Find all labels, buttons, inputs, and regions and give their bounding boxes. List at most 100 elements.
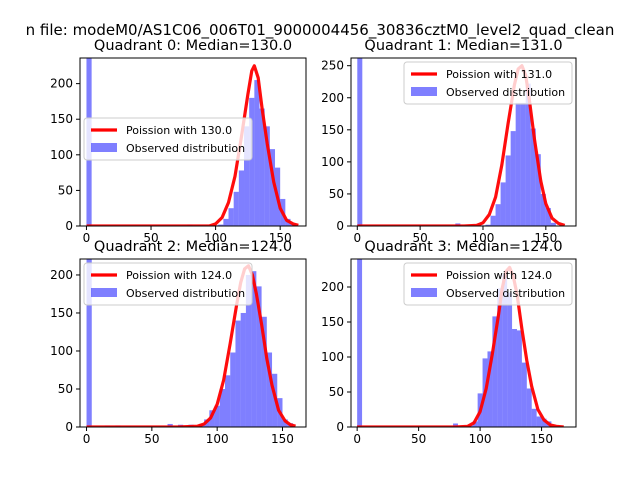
histogram-bar (228, 208, 234, 226)
plot-marks (357, 259, 564, 427)
legend-observed-swatch (91, 288, 117, 297)
legend-fit-label: Poission with 131.0 (446, 68, 552, 81)
histogram-bar (502, 274, 508, 427)
histogram-bar (492, 316, 498, 427)
histogram-bar (264, 126, 270, 226)
legend-observed-label: Observed distribution (126, 142, 245, 155)
legend: Poission with 124.0 Observed distribution (403, 262, 573, 306)
x-tick-label: 100 (472, 231, 495, 245)
y-tick-label: 0 (65, 420, 73, 434)
histogram-bar (497, 288, 503, 427)
histogram-bar (235, 320, 241, 427)
y-tick-label: 0 (65, 219, 73, 233)
y-tick-label: 50 (58, 183, 73, 197)
y-tick-label: 200 (321, 91, 344, 105)
histogram-bar (521, 362, 527, 427)
y-tick-label: 100 (50, 148, 73, 162)
legend: Poission with 124.0 Observed distribution (83, 262, 253, 306)
legend-observed-swatch (411, 87, 437, 96)
legend-observed-swatch (411, 288, 437, 297)
histogram-bar (535, 154, 541, 226)
histogram-bar (266, 352, 273, 427)
legend-observed-label: Observed distribution (446, 287, 565, 300)
legend-fit-label: Poission with 124.0 (446, 269, 552, 282)
y-tick-label: 50 (329, 187, 344, 201)
legend-box (83, 117, 253, 161)
chart-panel-2: 0 50 100 150 0 50 100 150 200 Quadrant 2: Median=… (50, 239, 307, 446)
y-tick-label: 150 (50, 112, 73, 126)
y-tick-label: 150 (321, 315, 344, 329)
histogram-bar (259, 108, 265, 226)
x-tick-label: 100 (206, 432, 229, 446)
histogram-bar (453, 423, 458, 427)
histogram-bar (225, 375, 231, 427)
panel-title: Quadrant 1: Median=131.0 (364, 38, 562, 54)
histogram-bar (487, 351, 493, 427)
panel-title: Quadrant 3: Median=124.0 (364, 239, 562, 255)
x-tick-label: 0 (353, 432, 361, 446)
x-tick-label: 0 (353, 231, 361, 245)
chart-panel-1: 0 50 100 150 0 50 100 150 200 250 Quadrant 1: Medi… (321, 38, 577, 245)
y-tick-label: 150 (50, 306, 73, 320)
x-tick-label: 150 (269, 231, 292, 245)
histogram-bar (545, 208, 551, 226)
plot-marks (357, 58, 566, 226)
panel-title: Quadrant 0: Median=130.0 (94, 38, 292, 54)
histogram-bar (485, 224, 491, 226)
y-tick-label: 250 (321, 59, 344, 73)
x-tick-label: 150 (530, 432, 553, 446)
y-tick-label: 50 (329, 385, 344, 399)
histogram-bar (357, 259, 363, 427)
chart-panel-3: 0 50 100 150 0 50 100 150 200 Quadrant 3: Median=… (321, 239, 577, 446)
y-tick-label: 100 (50, 344, 73, 358)
x-tick-label: 150 (534, 231, 557, 245)
x-tick-label: 0 (83, 432, 91, 446)
histogram-bar (261, 316, 267, 427)
histogram-bar (525, 83, 531, 226)
histogram-bar (507, 292, 513, 427)
y-tick-label: 0 (336, 219, 344, 233)
axes-frame (79, 57, 307, 227)
legend-box (83, 262, 253, 306)
histogram-bar (515, 102, 521, 226)
axes-frame (350, 57, 577, 227)
histogram-bar (536, 416, 542, 427)
histogram-bar (500, 182, 506, 226)
legend-box (403, 61, 573, 105)
y-tick-label: 100 (321, 155, 344, 169)
histogram-bar (214, 405, 220, 427)
y-tick-label: 200 (50, 268, 73, 282)
legend-observed-label: Observed distribution (446, 86, 565, 99)
histogram-bar (505, 155, 511, 226)
axes-frame (350, 258, 577, 428)
y-tick-label: 200 (321, 280, 344, 294)
histogram-bar (550, 222, 556, 226)
legend-observed-label: Observed distribution (126, 287, 245, 300)
y-tick-label: 100 (321, 350, 344, 364)
histogram-bar (269, 149, 276, 226)
y-tick-label: 200 (50, 77, 73, 91)
histogram-bar (531, 408, 537, 427)
y-tick-label: 50 (58, 382, 73, 396)
histogram-bar (357, 58, 363, 226)
panels: 0 50 100 150 0 50 100 150 200 Quadrant 0: Median=… (50, 38, 577, 446)
histogram-bar (516, 330, 522, 427)
x-tick-label: 0 (83, 231, 91, 245)
histogram-bar (254, 80, 260, 226)
histogram-bar (223, 218, 229, 226)
histogram-bar (472, 421, 478, 427)
x-tick-label: 50 (411, 432, 426, 446)
x-tick-label: 100 (469, 432, 492, 446)
legend-fit-label: Poission with 124.0 (126, 269, 232, 282)
histogram-bar (233, 191, 239, 226)
histogram-bar (540, 193, 546, 226)
histogram-bar (530, 128, 536, 226)
legend-box (403, 262, 573, 306)
figure-title: n file: modeM0/AS1C06_006T01_9000004456_… (26, 21, 615, 40)
legend-fit-label: Poission with 130.0 (126, 124, 232, 137)
histogram-bar (219, 388, 226, 427)
histogram-bar (244, 126, 250, 226)
histogram-bar (490, 215, 496, 226)
x-tick-label: 50 (412, 231, 427, 245)
